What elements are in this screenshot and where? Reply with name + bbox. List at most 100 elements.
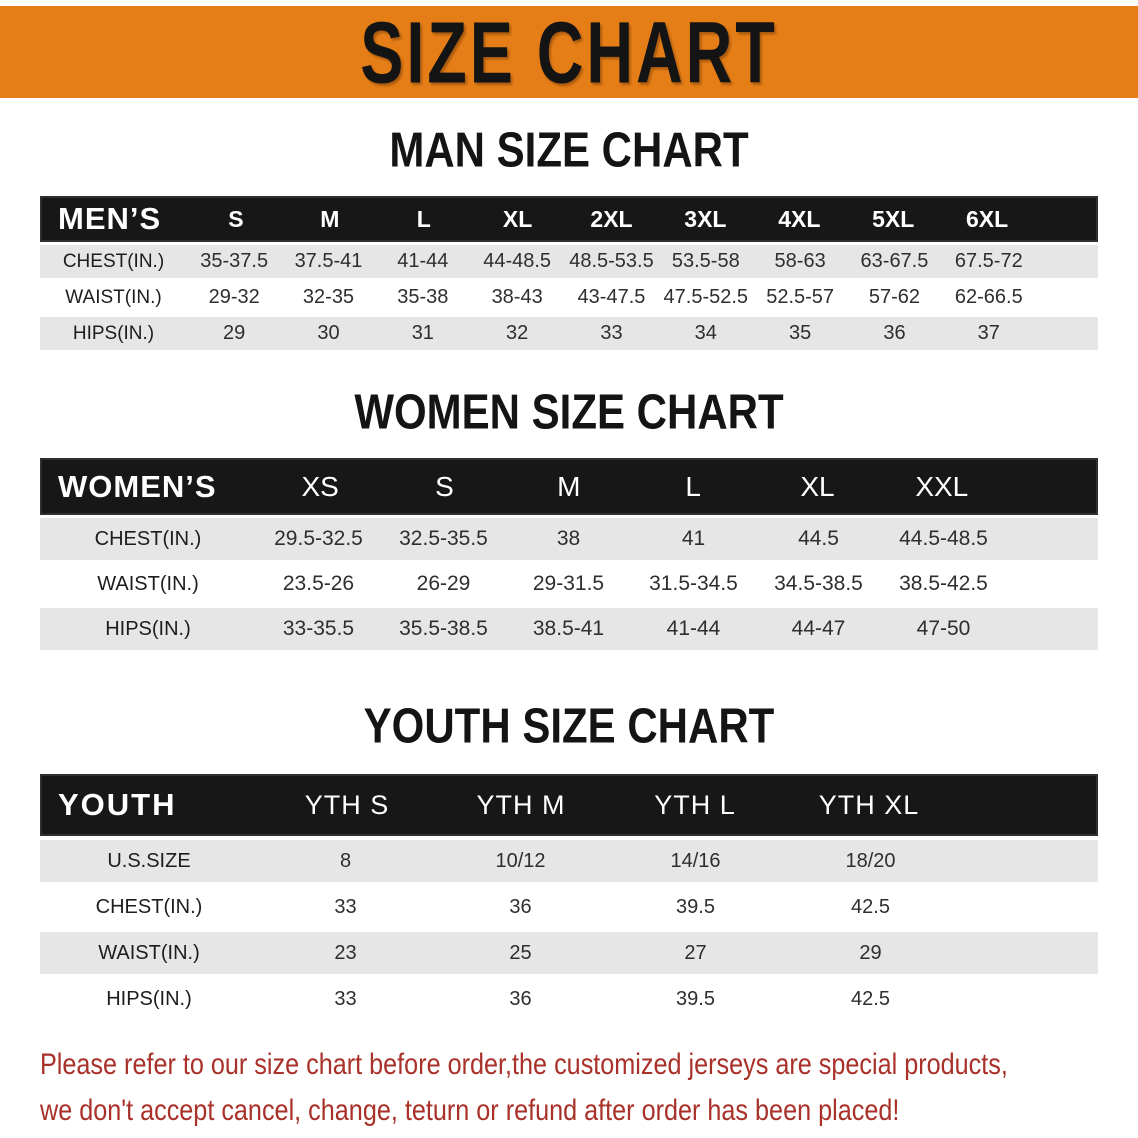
value-cell: 35 [789, 322, 812, 344]
value-cell: 33 [334, 895, 357, 918]
value-cell: 47.5-52.5 [663, 286, 749, 308]
table-row: WAIST(IN.) 23.5-26 26-29 29-31.5 31.5-34.5 34… [40, 563, 1098, 605]
row-values: 29 30 31 32 33 34 35 36 37 [187, 322, 1098, 345]
youth-section-heading: YOUTH SIZE CHART [363, 697, 775, 754]
value-cell: 25 [509, 941, 532, 964]
size-column-header: 6XL [965, 205, 1009, 232]
size-column-header: XXL [915, 470, 969, 502]
value-cell: 14/16 [670, 849, 721, 872]
men-table-body: CHEST(IN.) 35-37.5 37.5-41 41-44 44-48.5 48.5… [40, 245, 1098, 350]
women-section-heading: WOMEN SIZE CHART [354, 383, 784, 440]
size-column-header: 5XL [872, 205, 915, 232]
size-column-header: 3XL [684, 205, 727, 232]
men-size-table: MEN’S S M L XL 2XL 3XL 4XL 5XL 6XL CHEST(IN.) 35-… [40, 196, 1098, 350]
value-cell: 26-29 [416, 572, 471, 595]
table-row: CHEST(IN.) 33 36 39.5 42.5 [40, 886, 1098, 928]
value-cell: 10/12 [495, 849, 546, 872]
value-cell: 34 [694, 322, 717, 344]
value-cell: 38.5-42.5 [899, 572, 988, 595]
table-row: U.S.SIZE 8 10/12 14/16 18/20 [40, 840, 1098, 882]
value-cell: 42.5 [851, 895, 890, 918]
value-cell: 29 [859, 941, 882, 964]
size-column-header: YTH S [304, 789, 390, 820]
row-values: 33-35.5 35.5-38.5 38.5-41 41-44 44-47 47-50 [256, 617, 1098, 641]
value-cell: 44-47 [791, 617, 846, 640]
size-column-header: M [320, 205, 340, 232]
size-column-header: S [435, 470, 454, 502]
value-cell: 62-66.5 [954, 286, 1023, 308]
table-row: HIPS(IN.) 33-35.5 35.5-38.5 38.5-41 41-44 44-… [40, 608, 1098, 650]
value-cell: 38 [556, 527, 581, 550]
value-cell: 34.5-38.5 [774, 572, 863, 595]
value-cell: 42.5 [851, 987, 890, 1010]
value-cell: 29-31.5 [532, 572, 605, 595]
row-label: HIPS(IN.) [106, 987, 192, 1010]
disclaimer-text: Please refer to our size chart before or… [40, 1042, 1008, 1134]
women-header-label: WOMEN’S [58, 468, 217, 504]
value-cell: 41-44 [397, 250, 449, 272]
value-cell: 37.5-41 [294, 250, 363, 272]
table-row: HIPS(IN.) 33 36 39.5 42.5 [40, 978, 1098, 1020]
value-cell: 53.5-58 [671, 250, 740, 272]
value-cell: 41-44 [666, 617, 721, 640]
value-cell: 23 [334, 941, 357, 964]
women-table-body: CHEST(IN.) 29.5-32.5 32.5-35.5 38 41 44.5 44.5… [40, 518, 1098, 650]
value-cell: 8 [339, 849, 352, 872]
value-cell: 32.5-35.5 [399, 527, 488, 550]
row-values: 29.5-32.5 32.5-35.5 38 41 44.5 44.5-48.5 [256, 527, 1098, 551]
disclaimer-line-1: Please refer to our size chart before or… [40, 1048, 1008, 1081]
value-cell: 29-32 [208, 286, 260, 308]
youth-header-label: YOUTH [58, 787, 177, 822]
men-section-heading: MAN SIZE CHART [389, 121, 749, 178]
value-cell: 35-38 [397, 286, 449, 308]
youth-size-columns: YTH S YTH M YTH L YTH XL [260, 790, 1096, 821]
size-column-header: YTH M [476, 789, 566, 820]
value-cell: 33 [334, 987, 357, 1010]
value-cell: 48.5-53.5 [569, 250, 654, 272]
size-column-header: XS [301, 470, 339, 502]
men-size-columns: S M L XL 2XL 3XL 4XL 5XL 6XL [189, 206, 1096, 233]
youth-table-header: YOUTH YTH S YTH M YTH L YTH XL [40, 774, 1098, 836]
value-cell: 52.5-57 [766, 286, 835, 308]
row-label: CHEST(IN.) [62, 250, 165, 272]
value-cell: 32-35 [302, 286, 355, 308]
value-cell: 58-63 [774, 250, 826, 272]
disclaimer-line-2: we don't accept cancel, change, teturn o… [40, 1094, 900, 1127]
value-cell: 31.5-34.5 [649, 572, 738, 595]
value-cell: 38.5-41 [532, 617, 605, 640]
row-label: HIPS(IN.) [72, 322, 155, 344]
row-label: U.S.SIZE [107, 849, 191, 872]
value-cell: 36 [509, 895, 532, 918]
row-label: WAIST(IN.) [97, 572, 199, 595]
value-cell: 35.5-38.5 [399, 617, 488, 640]
table-row: WAIST(IN.) 29-32 32-35 35-38 38-43 43-47.5 47.… [40, 281, 1098, 314]
size-column-header: XL [800, 470, 835, 502]
value-cell: 29 [223, 322, 246, 344]
women-size-columns: XS S M L XL XXL [258, 471, 1096, 503]
row-values: 23 25 27 29 [258, 942, 1098, 965]
men-header-label: MEN’S [58, 201, 162, 236]
value-cell: 36 [883, 322, 906, 344]
value-cell: 57-62 [868, 286, 921, 308]
value-cell: 63-67.5 [860, 250, 929, 272]
row-values: 29-32 32-35 35-38 38-43 43-47.5 47.5-52.5 52.5… [187, 286, 1098, 309]
table-row: CHEST(IN.) 35-37.5 37.5-41 41-44 44-48.5 48.5… [40, 245, 1098, 278]
table-row: CHEST(IN.) 29.5-32.5 32.5-35.5 38 41 44.5 44.5… [40, 518, 1098, 560]
size-column-header: S [228, 205, 244, 232]
row-values: 33 36 39.5 42.5 [258, 988, 1098, 1011]
value-cell: 44.5 [798, 527, 839, 550]
row-label: CHEST(IN.) [94, 527, 202, 550]
table-row: WAIST(IN.) 23 25 27 29 [40, 932, 1098, 974]
value-cell: 33 [600, 322, 623, 344]
value-cell: 23.5-26 [282, 572, 355, 595]
size-column-header: L [416, 205, 431, 232]
youth-table-body: U.S.SIZE 8 10/12 14/16 18/20 CHEST(IN.) 33 36 39… [40, 840, 1098, 1020]
men-table-header: MEN’S S M L XL 2XL 3XL 4XL 5XL 6XL [40, 196, 1098, 242]
women-size-table: WOMEN’S XS S M L XL XXL CHEST(IN.) 29.5-32.5 32… [40, 458, 1098, 650]
size-column-header: L [685, 470, 701, 502]
women-table-header: WOMEN’S XS S M L XL XXL [40, 458, 1098, 515]
value-cell: 39.5 [676, 987, 715, 1010]
row-values: 35-37.5 37.5-41 41-44 44-48.5 48.5-53.5 53.5-… [187, 250, 1098, 273]
size-chart-banner: SIZE CHART [0, 3, 1138, 101]
value-cell: 44.5-48.5 [899, 527, 988, 550]
